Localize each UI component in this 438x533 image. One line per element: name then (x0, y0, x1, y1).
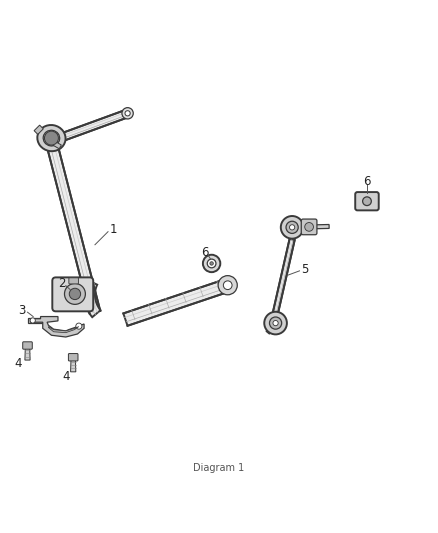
FancyBboxPatch shape (23, 342, 32, 349)
Circle shape (207, 259, 216, 268)
Text: Diagram 1: Diagram 1 (193, 463, 245, 473)
Polygon shape (273, 239, 295, 313)
FancyBboxPatch shape (301, 219, 317, 235)
Polygon shape (31, 317, 84, 337)
Circle shape (45, 131, 58, 145)
Polygon shape (52, 110, 129, 144)
Circle shape (64, 284, 85, 304)
Circle shape (218, 276, 237, 295)
Circle shape (203, 255, 220, 272)
Circle shape (76, 323, 82, 329)
Polygon shape (25, 347, 30, 360)
Text: 6: 6 (201, 246, 209, 259)
Circle shape (269, 317, 282, 329)
Circle shape (223, 281, 232, 289)
Polygon shape (292, 224, 329, 229)
Text: 2: 2 (58, 277, 65, 289)
Circle shape (305, 223, 314, 231)
Polygon shape (46, 141, 100, 313)
Polygon shape (266, 322, 277, 334)
FancyBboxPatch shape (355, 192, 379, 211)
Polygon shape (53, 141, 61, 149)
Circle shape (69, 288, 81, 300)
Ellipse shape (37, 125, 66, 151)
Polygon shape (34, 125, 43, 134)
Polygon shape (28, 318, 43, 323)
Text: 3: 3 (18, 303, 26, 317)
Circle shape (210, 262, 213, 265)
Text: 4: 4 (14, 357, 21, 369)
Ellipse shape (43, 130, 60, 146)
Circle shape (125, 111, 130, 116)
Circle shape (363, 197, 371, 206)
Polygon shape (71, 359, 76, 372)
FancyBboxPatch shape (68, 353, 78, 361)
Circle shape (30, 318, 35, 323)
Text: 5: 5 (301, 263, 309, 276)
Text: 6: 6 (363, 175, 371, 188)
Polygon shape (124, 279, 230, 326)
Polygon shape (84, 280, 101, 317)
Circle shape (286, 221, 298, 233)
FancyBboxPatch shape (52, 277, 93, 311)
Circle shape (264, 312, 287, 334)
Text: 1: 1 (110, 223, 117, 236)
Polygon shape (48, 327, 79, 333)
Circle shape (122, 108, 133, 119)
Text: 4: 4 (62, 370, 70, 383)
Circle shape (281, 216, 304, 239)
Circle shape (290, 225, 295, 230)
Circle shape (273, 320, 278, 326)
FancyBboxPatch shape (69, 278, 78, 284)
